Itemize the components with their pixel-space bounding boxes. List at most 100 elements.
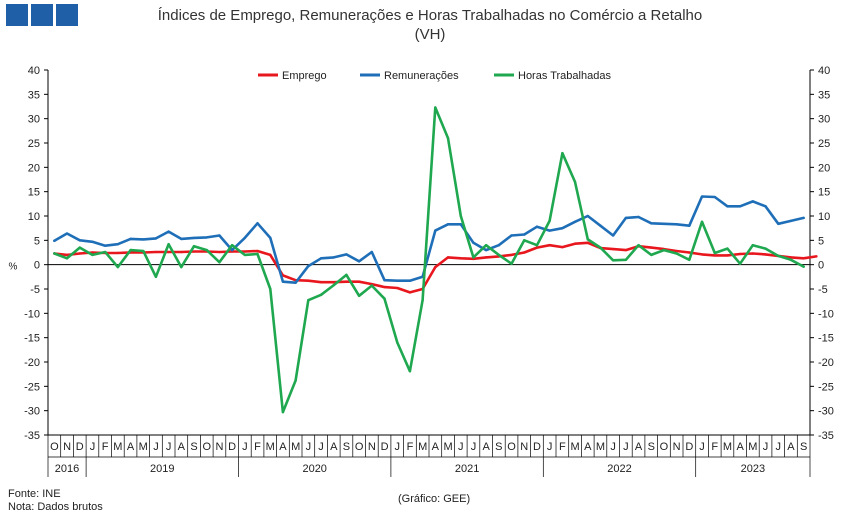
data-point-emprego — [154, 250, 158, 254]
x-month-label: M — [596, 441, 605, 453]
x-month-label: M — [748, 441, 757, 453]
x-month-label: M — [266, 441, 275, 453]
data-point-emprego — [523, 251, 526, 254]
data-point-horas-trabalhadas — [599, 246, 602, 249]
y-tick-label-left: -30 — [24, 406, 40, 418]
y-tick-label-right: -20 — [818, 357, 834, 369]
data-point-remuneracoes — [675, 223, 678, 226]
x-month-label: O — [50, 441, 59, 453]
y-tick-label-right: 20 — [818, 162, 830, 174]
data-point-remuneracoes — [624, 216, 628, 220]
data-point-horas-trabalhadas — [129, 248, 132, 252]
data-point-remuneracoes — [650, 222, 653, 225]
data-point-emprego — [65, 253, 69, 257]
x-month-label: N — [520, 441, 528, 453]
y-tick-label-right: -10 — [818, 308, 834, 320]
data-point-emprego — [218, 250, 221, 254]
footer-credit: (Gráfico: GEE) — [398, 493, 471, 505]
data-point-emprego — [815, 255, 818, 258]
data-point-remuneracoes — [103, 244, 107, 247]
data-point-emprego — [192, 250, 196, 253]
data-point-horas-trabalhadas — [370, 284, 374, 287]
x-year-label: 2021 — [455, 463, 479, 475]
y-tick-label-right: 30 — [818, 114, 830, 126]
series-line-horas-trabalhadas — [53, 106, 805, 414]
x-month-label: A — [432, 441, 440, 453]
data-point-emprego — [624, 248, 628, 252]
x-month-label: M — [418, 441, 427, 453]
series-line-remuneracoes — [53, 195, 805, 285]
y-tick-label-left: -15 — [24, 333, 40, 345]
data-point-horas-trabalhadas — [383, 297, 386, 300]
data-point-horas-trabalhadas — [281, 410, 285, 414]
data-point-remuneracoes — [726, 205, 729, 208]
x-month-label: F — [407, 441, 414, 453]
x-month-label: S — [800, 441, 807, 453]
data-point-remuneracoes — [129, 237, 132, 241]
data-point-emprego — [269, 253, 272, 257]
y-tick-label-right: 25 — [818, 138, 830, 150]
data-point-emprego — [675, 249, 678, 253]
x-month-label: A — [330, 441, 338, 453]
data-point-horas-trabalhadas — [459, 214, 462, 218]
chart-title-line1: Índices de Emprego, Remunerações e Horas… — [157, 7, 703, 24]
data-point-remuneracoes — [294, 281, 297, 284]
y-tick-label-right: -15 — [818, 333, 834, 345]
x-month-label: F — [102, 441, 109, 453]
x-month-label: F — [711, 441, 718, 453]
x-month-label: A — [127, 441, 135, 453]
data-point-horas-trabalhadas — [548, 219, 551, 223]
x-month-label: J — [547, 441, 553, 453]
y-tick-label-right: 15 — [818, 187, 830, 199]
data-point-emprego — [116, 251, 120, 255]
data-point-remuneracoes — [243, 236, 247, 240]
data-point-emprego — [688, 251, 691, 254]
ine-logo — [6, 4, 78, 26]
data-point-emprego — [561, 245, 564, 249]
x-month-label: F — [254, 441, 261, 453]
y-tick-label-left: -35 — [24, 430, 40, 442]
y-tick-label-right: 0 — [818, 260, 824, 272]
data-point-horas-trabalhadas — [256, 252, 259, 256]
x-month-label: A — [787, 441, 795, 453]
x-month-label: A — [584, 441, 592, 453]
x-month-label: N — [673, 441, 681, 453]
data-point-remuneracoes — [777, 222, 780, 225]
x-month-label: M — [113, 441, 122, 453]
data-point-horas-trabalhadas — [751, 244, 755, 247]
data-point-remuneracoes — [802, 216, 805, 220]
x-month-label: M — [723, 441, 732, 453]
data-point-remuneracoes — [611, 234, 615, 237]
y-tick-label-right: 35 — [818, 89, 830, 101]
logo-square-2 — [31, 4, 53, 26]
footer-source: Fonte: INE — [8, 488, 61, 500]
x-month-label: N — [63, 441, 71, 453]
data-point-horas-trabalhadas — [116, 265, 120, 269]
x-month-label: O — [660, 441, 669, 453]
data-point-remuneracoes — [510, 234, 513, 237]
data-point-emprego — [434, 265, 437, 269]
x-month-label: J — [458, 441, 464, 453]
data-point-remuneracoes — [307, 264, 310, 268]
data-point-horas-trabalhadas — [726, 247, 729, 250]
data-point-remuneracoes — [764, 205, 767, 208]
data-point-remuneracoes — [548, 229, 551, 232]
data-point-emprego — [383, 285, 386, 289]
data-point-horas-trabalhadas — [180, 265, 183, 269]
x-year-label: 2019 — [150, 463, 174, 475]
data-point-emprego — [548, 244, 551, 247]
x-year-label: 2023 — [741, 463, 765, 475]
x-month-label: J — [763, 441, 769, 453]
data-point-remuneracoes — [78, 239, 81, 242]
y-tick-label-left: -10 — [24, 308, 40, 320]
data-point-remuneracoes — [789, 219, 793, 223]
x-month-label: J — [318, 441, 324, 453]
data-point-horas-trabalhadas — [332, 283, 335, 287]
data-point-horas-trabalhadas — [167, 243, 170, 246]
x-month-label: J — [153, 441, 159, 453]
data-point-remuneracoes — [738, 205, 742, 208]
data-point-remuneracoes — [192, 236, 196, 240]
data-point-emprego — [243, 250, 247, 253]
data-point-horas-trabalhadas — [357, 294, 361, 298]
data-point-emprego — [713, 254, 716, 257]
